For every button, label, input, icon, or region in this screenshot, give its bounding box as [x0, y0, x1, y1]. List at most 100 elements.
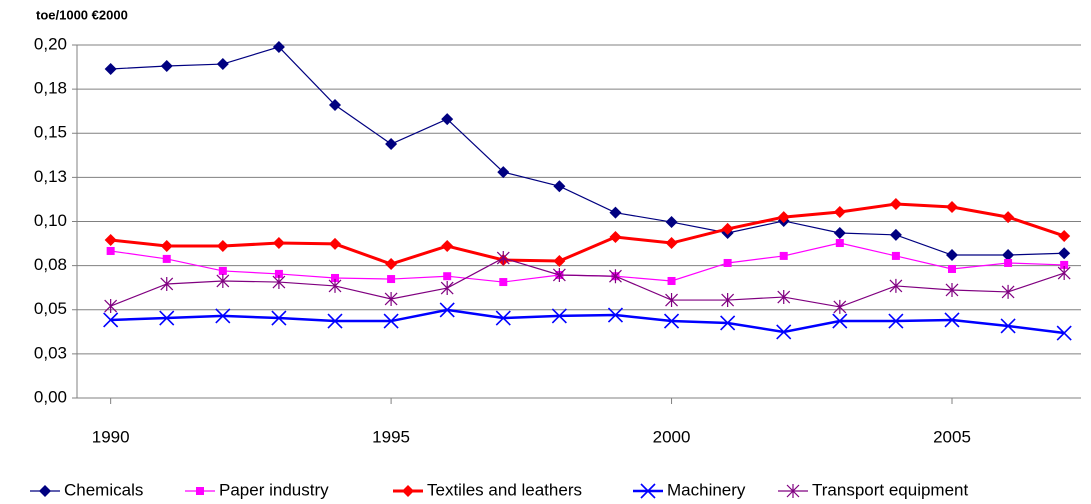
y-tick-label: 0,18: [34, 79, 67, 98]
marker: [835, 239, 844, 248]
marker: [1060, 260, 1069, 269]
marker: [103, 312, 119, 328]
marker: [329, 99, 342, 112]
marker: [106, 246, 115, 255]
marker: [160, 276, 174, 291]
marker: [888, 313, 904, 329]
legend-label: Paper industry: [219, 480, 329, 499]
marker: [272, 237, 285, 250]
marker: [889, 198, 902, 211]
marker: [274, 269, 283, 278]
x-tick-label: 2000: [653, 427, 691, 446]
marker: [162, 254, 171, 263]
marker: [271, 310, 287, 326]
marker: [384, 291, 398, 306]
marker: [441, 113, 454, 126]
marker: [497, 166, 510, 179]
marker: [833, 226, 846, 239]
marker: [440, 281, 454, 296]
marker: [328, 278, 342, 293]
marker: [104, 234, 117, 247]
marker: [216, 240, 229, 253]
marker: [891, 251, 900, 260]
marker: [159, 310, 175, 326]
marker: [495, 310, 511, 326]
marker: [945, 201, 958, 214]
marker: [833, 299, 847, 314]
marker: [777, 290, 791, 305]
marker: [1058, 229, 1071, 242]
marker: [443, 272, 452, 281]
marker: [553, 180, 566, 193]
series-line: [110, 46, 1065, 256]
marker: [216, 273, 230, 288]
legend-item: Paper industry: [185, 480, 329, 499]
marker: [640, 483, 656, 499]
y-tick-label: 0,05: [34, 299, 67, 318]
marker: [609, 269, 622, 284]
marker: [385, 138, 398, 151]
marker: [945, 282, 959, 297]
marker: [553, 255, 566, 268]
marker: [947, 264, 956, 273]
marker: [832, 313, 848, 329]
marker: [1056, 325, 1072, 341]
series-line: [110, 202, 1065, 266]
marker: [665, 293, 678, 308]
marker: [104, 299, 118, 314]
marker: [786, 484, 800, 498]
marker: [383, 313, 399, 329]
marker: [609, 231, 622, 244]
marker: [1002, 249, 1015, 262]
chart-title: toe/1000 €2000: [36, 7, 128, 22]
marker: [104, 63, 117, 76]
y-tick-label: 0,00: [34, 387, 67, 406]
marker: [609, 206, 622, 219]
marker: [387, 275, 396, 284]
x-tick-label: 2005: [933, 427, 971, 446]
marker: [272, 275, 286, 290]
marker: [402, 485, 414, 497]
marker: [721, 222, 734, 235]
marker: [663, 313, 680, 329]
y-tick-label: 0,08: [34, 255, 67, 274]
marker: [216, 58, 229, 71]
marker: [218, 266, 227, 275]
marker: [889, 278, 903, 293]
marker: [272, 40, 285, 53]
marker: [723, 258, 732, 267]
marker: [552, 267, 566, 282]
marker: [720, 315, 736, 331]
marker: [667, 276, 676, 285]
marker: [665, 237, 678, 250]
legend-item: Machinery: [633, 480, 746, 499]
marker: [944, 312, 960, 328]
y-tick-label: 0,15: [34, 123, 67, 142]
marker: [331, 273, 340, 282]
marker: [1002, 211, 1015, 224]
x-tick-label: 1990: [92, 427, 130, 446]
marker: [833, 205, 846, 218]
marker: [1000, 318, 1016, 334]
legend-item: Textiles and leathers: [393, 480, 582, 499]
marker: [1004, 258, 1013, 267]
marker: [385, 258, 398, 271]
marker: [607, 307, 624, 323]
marker: [665, 216, 678, 229]
marker: [499, 278, 508, 287]
y-tick-label: 0,13: [34, 167, 67, 186]
marker: [721, 293, 735, 308]
marker: [1058, 247, 1071, 260]
marker: [1057, 266, 1071, 281]
series-line: [110, 308, 1065, 335]
marker: [160, 240, 173, 253]
marker: [196, 487, 204, 495]
marker: [776, 324, 792, 340]
x-tick-label: 1995: [372, 427, 410, 446]
marker: [327, 313, 343, 329]
marker: [441, 240, 454, 253]
y-tick-label: 0,03: [34, 343, 67, 362]
marker: [1001, 284, 1015, 299]
legend-item: Transport equipment: [778, 480, 969, 499]
